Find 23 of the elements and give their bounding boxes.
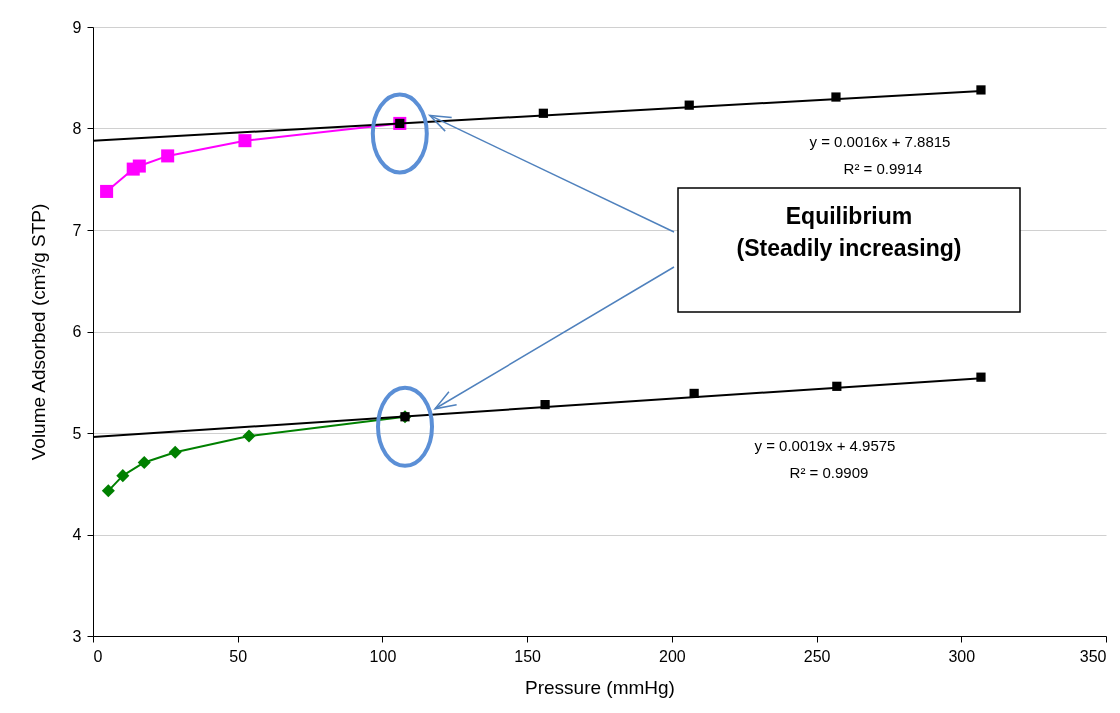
x-axis-title: Pressure (mmHg)	[525, 676, 675, 698]
y-tick-label: 7	[72, 221, 82, 239]
x-tick-label: 150	[514, 647, 542, 665]
annotation: R² = 0.9909	[789, 463, 869, 481]
x-tick-label: 50	[229, 647, 248, 665]
y-tick-label: 5	[72, 424, 82, 442]
y-tick-label: 4	[72, 526, 82, 543]
annotation: Equilibrium (Steadily increasing)	[736, 203, 962, 261]
x-tick-label: 300	[948, 647, 976, 665]
x-tick-label: 200	[659, 647, 686, 665]
y-tick-label: 6	[72, 323, 82, 340]
y-tick-label: 3	[72, 627, 82, 645]
x-tick-label: 0	[93, 647, 103, 665]
callout-box: Equilibrium (Steadily increasing)	[677, 187, 1021, 313]
x-tick-label: 250	[803, 647, 831, 665]
y-tick-label: 9	[72, 18, 82, 36]
annotation: y = 0.0019x + 4.9575	[754, 436, 896, 454]
y-axis-title: Volume Adsorbed (cm³/g STP)	[27, 203, 49, 461]
x-tick-label: 350	[1079, 647, 1107, 665]
y-tick-label: 8	[72, 120, 82, 137]
annotation: y = 0.0016x + 7.8815	[809, 132, 951, 150]
x-tick-label: 100	[369, 647, 397, 665]
annotation: R² = 0.9914	[843, 159, 923, 177]
